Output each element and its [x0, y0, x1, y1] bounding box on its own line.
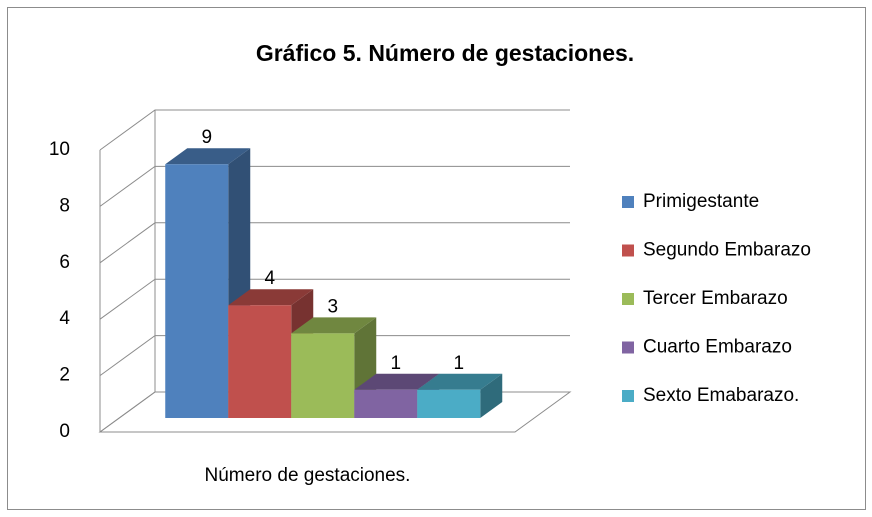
x-tick-label: Número de gestaciones.: [205, 465, 411, 486]
data-label: 1: [453, 353, 464, 374]
y-tick-label: 6: [59, 252, 70, 273]
bar-top: [417, 373, 503, 390]
bar-side: [480, 373, 503, 418]
legend-swatch: [622, 244, 634, 257]
legend-label: Primigestante: [643, 191, 759, 212]
chart-title: Gráfico 5. Número de gestaciones.: [256, 40, 634, 66]
bar-front: [228, 305, 292, 418]
data-label: 1: [390, 353, 401, 374]
bar-top: [228, 289, 314, 306]
data-label: 3: [327, 296, 338, 317]
legend-swatch: [622, 196, 634, 208]
bar-front: [291, 333, 355, 418]
grid-line: [99, 222, 570, 264]
bar-front: [417, 389, 481, 418]
legend-label: Sexto Emabarazo.: [643, 385, 799, 406]
bar-front: [165, 164, 229, 418]
bar-front: [354, 389, 418, 418]
legend-label: Cuarto Embarazo: [643, 337, 792, 358]
y-tick-label: 4: [59, 308, 70, 329]
legend-label: Tercer Embarazo: [643, 288, 788, 309]
bar-top: [165, 148, 251, 165]
y-tick-label: 0: [59, 421, 70, 442]
y-tick-label: 8: [59, 195, 70, 216]
legend-swatch: [622, 341, 634, 354]
bar: [291, 317, 377, 418]
grid-line: [99, 109, 570, 151]
y-tick-label: 10: [49, 139, 70, 160]
bar-top: [291, 317, 377, 334]
legend-label: Segundo Embarazo: [643, 240, 811, 261]
data-label: 9: [201, 127, 212, 148]
data-label: 4: [264, 268, 275, 289]
grid-line: [99, 278, 570, 320]
bar-top: [354, 373, 440, 390]
grid-line: [99, 165, 570, 207]
y-tick-label: 2: [59, 365, 70, 386]
legend-swatch: [622, 390, 634, 402]
legend-swatch: [622, 293, 634, 305]
bar: [417, 373, 503, 418]
grid-line: [99, 335, 570, 377]
